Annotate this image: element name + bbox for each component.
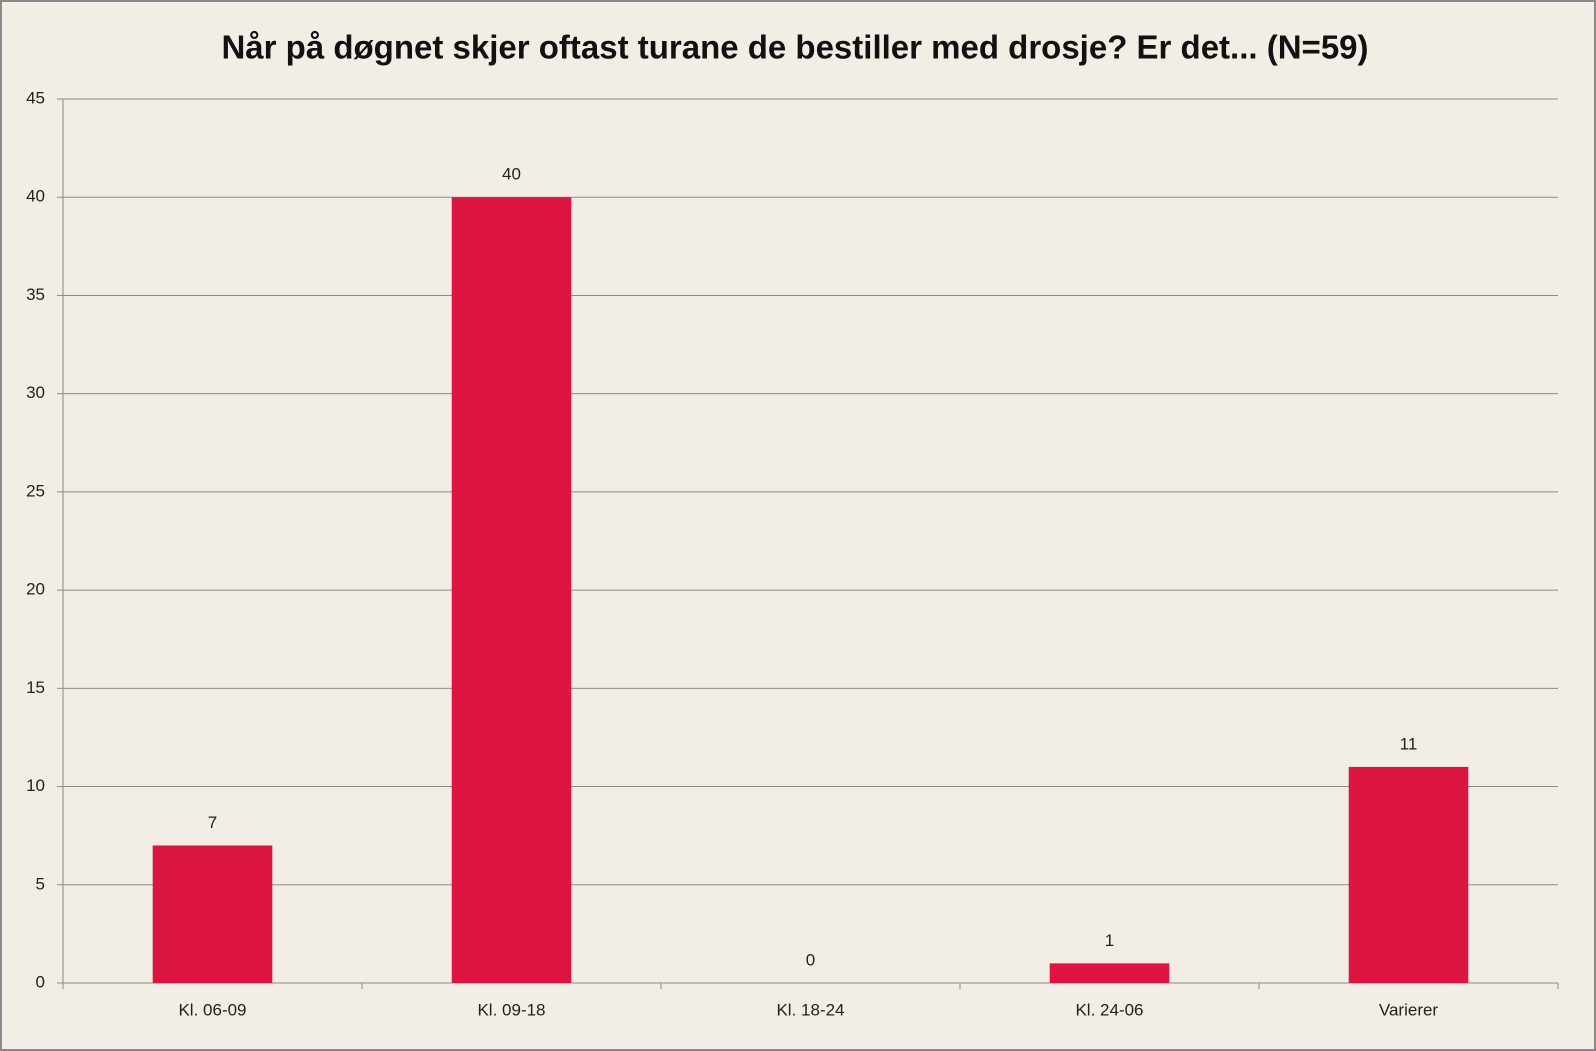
bar	[451, 197, 572, 983]
bar	[1049, 963, 1170, 983]
data-label: 11	[1400, 734, 1418, 753]
y-tick-label: 40	[26, 187, 45, 206]
y-tick-label: 5	[36, 874, 45, 893]
data-label: 1	[1105, 931, 1114, 950]
y-tick-label: 30	[26, 383, 45, 402]
x-tick-label: Kl. 18-24	[776, 1000, 844, 1019]
y-tick-label: 0	[36, 972, 45, 991]
chart-title: Når på døgnet skjer oftast turane de bes…	[221, 29, 1368, 66]
y-tick-label: 25	[26, 481, 45, 500]
y-tick-label: 20	[26, 580, 45, 599]
x-tick-label: Kl. 24-06	[1075, 1000, 1143, 1019]
bar	[152, 845, 273, 983]
y-tick-label: 15	[26, 678, 45, 697]
data-label: 0	[806, 950, 815, 969]
bar	[1348, 766, 1469, 983]
y-tick-label: 45	[26, 88, 45, 107]
x-tick-label: Kl. 09-18	[477, 1000, 545, 1019]
y-tick-label: 35	[26, 285, 45, 304]
x-tick-label: Kl. 06-09	[178, 1000, 246, 1019]
x-tick-label: Varierer	[1379, 1000, 1439, 1019]
data-label: 7	[208, 813, 217, 832]
y-tick-label: 10	[26, 776, 45, 795]
data-label: 40	[502, 165, 521, 184]
